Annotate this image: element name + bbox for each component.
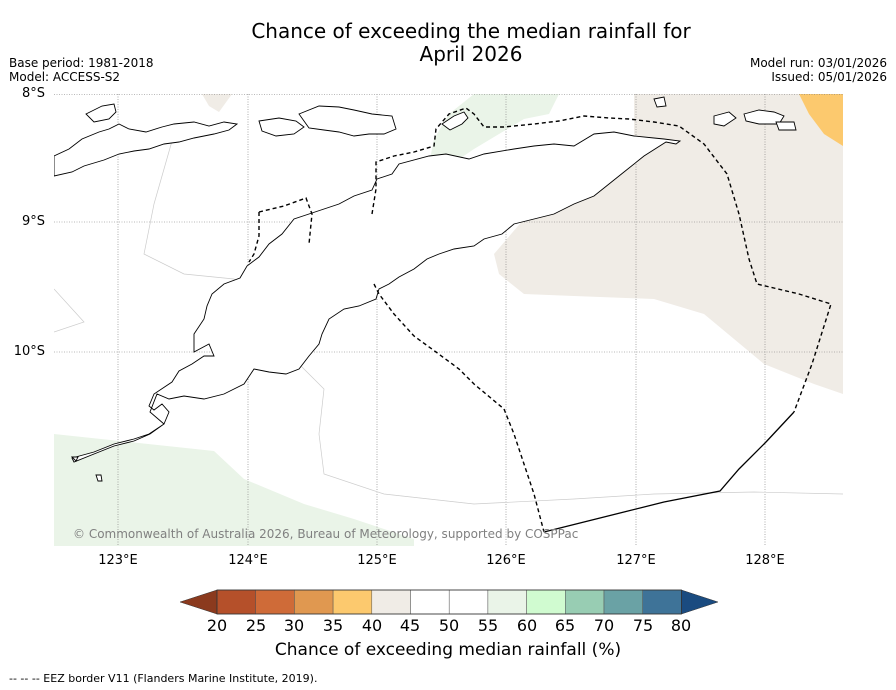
legend-swatch-75-80 <box>642 589 682 615</box>
legend-swatch-60-65 <box>526 589 566 615</box>
eez-border-solid <box>543 411 795 533</box>
copyright-notice: © Commonwealth of Australia 2026, Bureau… <box>73 527 579 541</box>
legend-tick-40: 40 <box>361 616 383 635</box>
legend-frame <box>216 589 682 615</box>
lon-label-127e: 127°E <box>616 553 656 568</box>
region-35-40-northeast <box>799 94 843 146</box>
eez-borders <box>248 107 832 533</box>
legend-swatch-20-25 <box>216 589 256 615</box>
meta-right: Model run: 03/01/2026 Issued: 05/01/2026 <box>750 56 887 84</box>
legend-tick-80: 80 <box>670 616 692 635</box>
legend-tick-50: 50 <box>438 616 460 635</box>
lon-label-125e: 125°E <box>357 553 397 568</box>
legend-arrow-below-20 <box>179 589 218 615</box>
lat-label-8s: 8°S <box>21 86 45 101</box>
rainfall-map <box>54 94 843 546</box>
legend-tick-60: 60 <box>516 616 538 635</box>
legend-swatch-40-45 <box>371 589 411 615</box>
legend-swatch-55-60 <box>487 589 527 615</box>
legend-swatch-25-30 <box>255 589 295 615</box>
legend-tick-35: 35 <box>322 616 344 635</box>
legend-colorbar <box>179 589 719 615</box>
map-title: Chance of exceeding the median rainfall … <box>0 20 896 66</box>
timor-coastline <box>71 131 682 463</box>
region-40-45-east <box>494 94 843 394</box>
model-name: Model: ACCESS-S2 <box>9 70 121 84</box>
lon-label-128e: 128°E <box>745 553 785 568</box>
region-40-45-north <box>202 94 232 112</box>
legend-swatch-45-50 <box>410 589 450 615</box>
map-title-line2: April 2026 <box>419 42 523 66</box>
legend-tick-75: 75 <box>632 616 654 635</box>
legend-tick-20: 20 <box>206 616 228 635</box>
lon-label-124e: 124°E <box>228 553 268 568</box>
lon-label-126e: 126°E <box>486 553 526 568</box>
legend-swatch-30-35 <box>294 589 334 615</box>
lat-label-9s: 9°S <box>21 214 45 229</box>
legend-arrow-above-80 <box>681 589 719 615</box>
eez-footnote: -- -- -- EEZ border V11 (Flanders Marine… <box>9 672 318 685</box>
legend-tick-25: 25 <box>245 616 267 635</box>
legend-tick-65: 65 <box>554 616 576 635</box>
legend-swatch-35-40 <box>332 589 373 615</box>
meta-left: Base period: 1981-2018 Model: ACCESS-S2 <box>9 56 154 84</box>
base-period: Base period: 1981-2018 <box>9 56 154 70</box>
lon-label-123e: 123°E <box>98 553 138 568</box>
lat-label-10s: 10°S <box>13 344 45 359</box>
legend-tick-70: 70 <box>593 616 615 635</box>
legend-tick-45: 45 <box>399 616 421 635</box>
northern-islands <box>54 96 797 482</box>
issued-date: Issued: 05/01/2026 <box>771 70 887 84</box>
legend-swatch-70-75 <box>603 589 643 615</box>
legend-title: Chance of exceeding median rainfall (%) <box>274 640 622 660</box>
model-run: Model run: 03/01/2026 <box>749 56 887 70</box>
region-55-60-southwest <box>54 434 414 546</box>
legend-swatch-50-55 <box>448 589 489 615</box>
legend-tick-30: 30 <box>283 616 305 635</box>
legend-tick-55: 55 <box>477 616 499 635</box>
map-title-line1: Chance of exceeding the median rainfall … <box>251 19 691 43</box>
legend-swatch-65-70 <box>565 589 605 615</box>
